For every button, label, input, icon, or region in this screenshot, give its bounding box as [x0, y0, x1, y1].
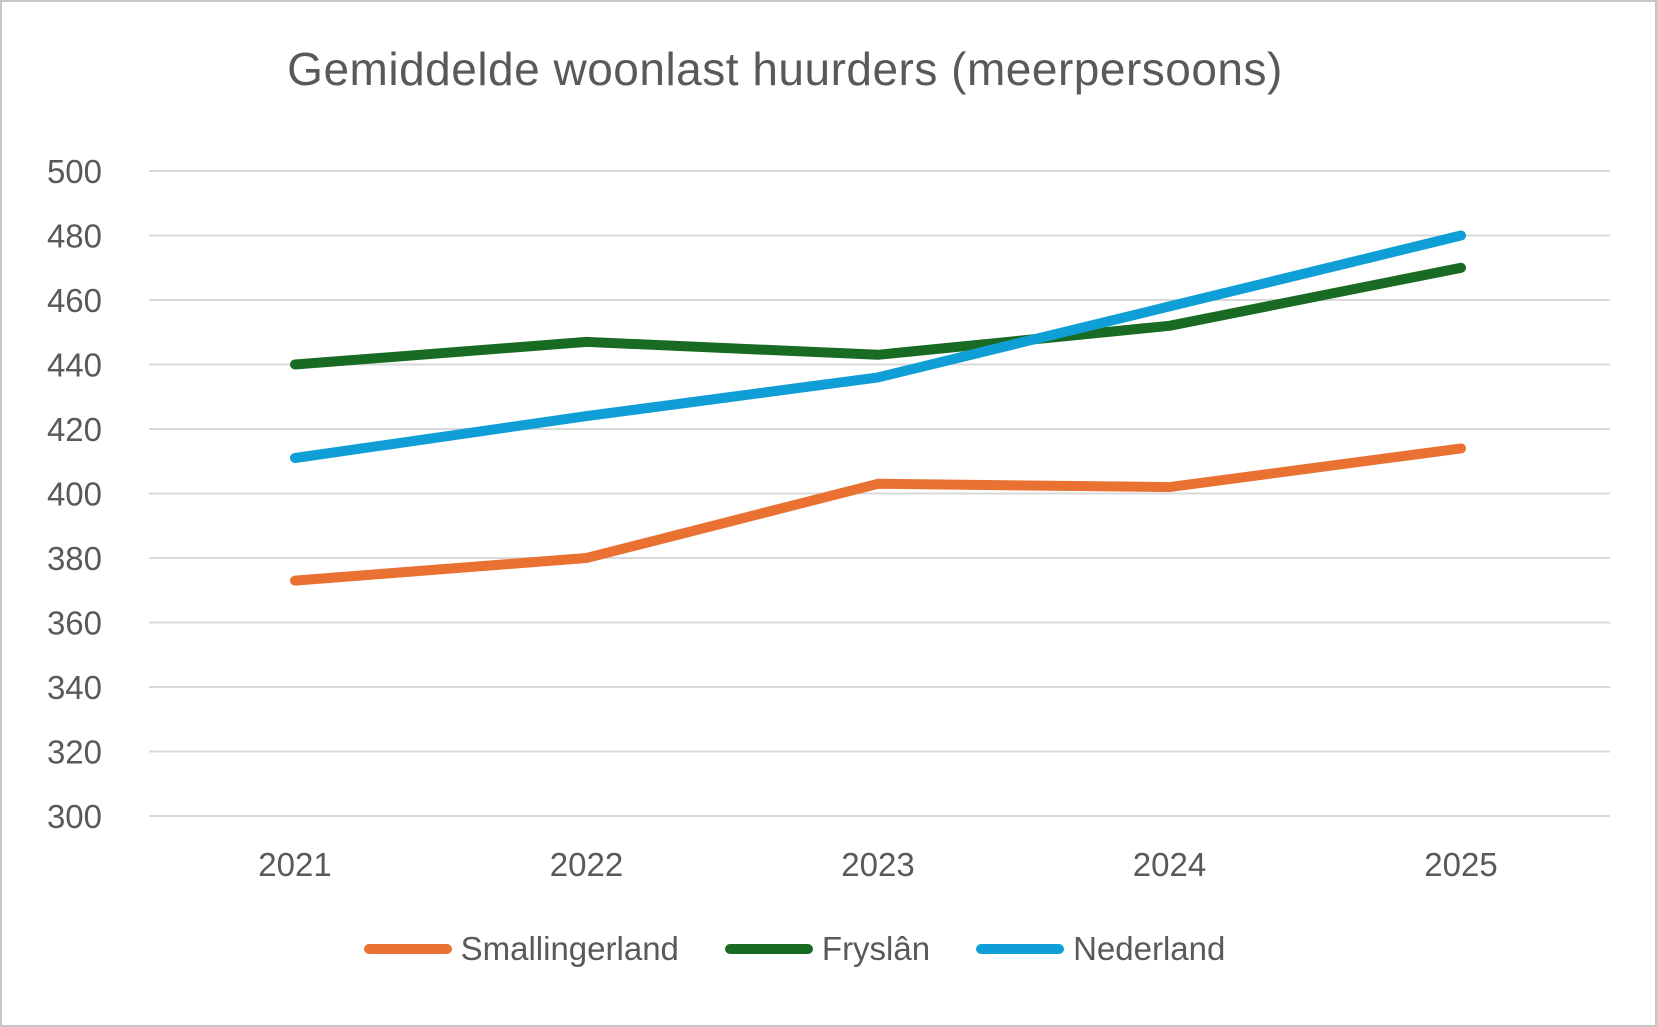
legend-line-swatch	[724, 944, 813, 954]
legend-line-swatch	[363, 944, 452, 954]
series-line-smallingerland	[290, 443, 1466, 586]
y-axis-tick-label: 300	[47, 798, 102, 835]
y-axis-tick-label: 340	[47, 669, 102, 706]
y-axis-tick-label: 360	[47, 605, 102, 642]
legend: Smallingerland Fryslân Nederland	[2, 930, 1623, 968]
legend-label: Smallingerland	[460, 930, 679, 967]
x-axis-tick-label: 2025	[1424, 846, 1497, 883]
legend-line-swatch	[976, 944, 1065, 954]
x-axis-tick-label: 2024	[1133, 846, 1206, 883]
series-line-nederland	[290, 230, 1466, 463]
legend-item-nederland: Nederland	[976, 930, 1225, 968]
y-axis-tick-label: 500	[47, 153, 102, 190]
legend-item-smallingerland: Smallingerland	[363, 930, 679, 968]
y-axis-tick-label: 480	[47, 218, 102, 255]
x-axis-tick-label: 2021	[258, 846, 331, 883]
y-axis-tick-label: 460	[47, 282, 102, 319]
chart-title: Gemiddelde woonlast huurders (meerpersoo…	[287, 43, 1283, 95]
legend-label: Nederland	[1073, 930, 1226, 967]
x-axis-tick-label: 2023	[841, 846, 914, 883]
legend-item-fryslân: Fryslân	[724, 930, 931, 968]
y-axis-tick-label: 400	[47, 476, 102, 513]
y-axis-tick-label: 380	[47, 540, 102, 577]
series-line-fryslân	[290, 262, 1466, 370]
y-axis-tick-label: 320	[47, 734, 102, 771]
y-axis-tick-label: 440	[47, 347, 102, 384]
y-axis-tick-label: 420	[47, 411, 102, 448]
legend-label: Fryslân	[821, 930, 931, 967]
x-axis-tick-label: 2022	[550, 846, 623, 883]
